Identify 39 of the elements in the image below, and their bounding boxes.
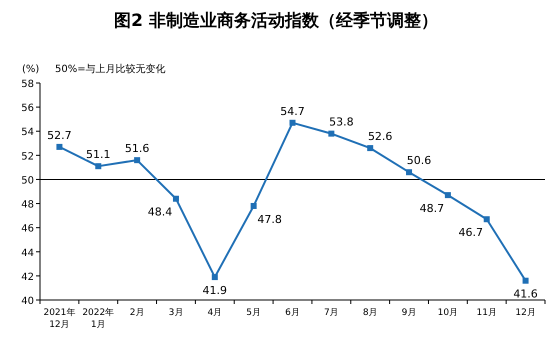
data-label: 53.8 <box>329 116 354 129</box>
data-label: 41.9 <box>202 284 228 298</box>
data-label: 50.6 <box>406 154 432 168</box>
x-tick-label: 12月 <box>515 308 536 318</box>
y-tick-label: 56 <box>21 103 34 114</box>
data-label: 51.6 <box>124 142 150 156</box>
y-tick-label: 42 <box>21 272 34 283</box>
x-tick-label: 8月 <box>362 308 378 318</box>
x-tick-label: 9月 <box>402 308 416 318</box>
y-tick-label: 50 <box>21 175 34 186</box>
x-tick-label: 6月 <box>285 308 300 318</box>
x-tick-label: 2月 <box>130 308 144 318</box>
data-label: 48.4 <box>148 206 172 219</box>
x-tick-label: 5月 <box>246 308 262 318</box>
data-label: 52.6 <box>368 130 392 144</box>
y-tick-label: 46 <box>21 224 34 235</box>
y-tick-label: 48 <box>21 200 34 211</box>
data-label: 47.8 <box>257 212 282 226</box>
x-tick-label: 4月 <box>207 308 222 318</box>
x-tick-label: 11月 <box>476 308 497 318</box>
data-label: 46.7 <box>458 226 483 240</box>
y-tick-label: 44 <box>21 248 34 259</box>
y-tick-label: 40 <box>21 296 34 307</box>
data-label: 51.1 <box>86 148 111 162</box>
data-label: 41.6 <box>513 288 538 301</box>
y-axis-title: (%) <box>22 64 40 75</box>
data-label: 54.7 <box>280 104 305 118</box>
x-tick-label: 7月 <box>324 308 339 318</box>
x-tick-label: 2021年 12月 <box>43 307 76 330</box>
x-tick-label: 3月 <box>168 308 184 318</box>
data-label: 48.7 <box>420 202 444 216</box>
text: 50%=与上月比较无变化 <box>55 63 166 75</box>
x-tick-label: 2022年 1月 <box>82 307 114 330</box>
y-tick-label: 58 <box>21 79 34 90</box>
x-tick-label: 10月 <box>438 308 458 318</box>
data-label: 52.7 <box>47 128 72 142</box>
y-tick-label: 52 <box>21 151 34 162</box>
chart-title: 图2 非制造业商务活动指数（经季节调整） <box>114 11 438 31</box>
y-tick-label: 54 <box>21 127 34 138</box>
